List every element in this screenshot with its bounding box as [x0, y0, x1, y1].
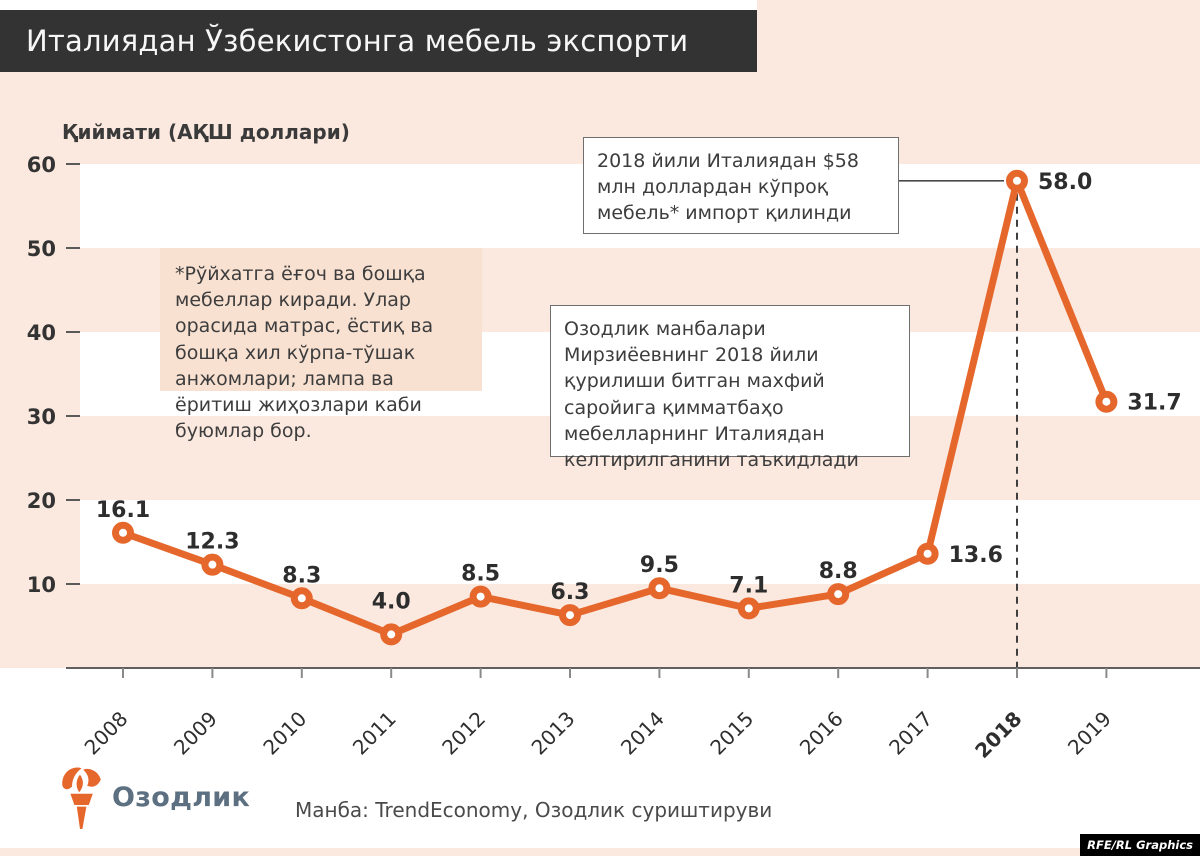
- value-label-2012: 8.5: [461, 562, 500, 587]
- data-point-2012: [469, 585, 492, 608]
- page-title: Италиядан Ўзбекистонга мебель экспорти: [26, 24, 689, 58]
- logo-text: Озодлик: [112, 781, 251, 813]
- ozodlik-logo: Озодлик: [56, 762, 250, 832]
- x-tick-label: 2010: [258, 707, 311, 760]
- x-tick-label: 2009: [169, 707, 222, 760]
- y-tick-label: 60: [27, 153, 56, 177]
- data-point-2010: [290, 587, 313, 610]
- value-label-2011: 4.0: [372, 589, 411, 614]
- annotation-source-note: Озодлик манбалари Мирзиёевнинг 2018 йили…: [550, 305, 910, 471]
- x-tick-label: 2012: [437, 707, 490, 760]
- source-line: Манба: TrendEconomy, Озодлик суриштируви: [295, 798, 773, 822]
- x-tick-label: 2015: [705, 707, 758, 760]
- annotation-footnote: *Рўйхатга ёғоч ва бошқа мебеллар киради.…: [160, 248, 482, 442]
- torch-icon: [62, 767, 101, 829]
- value-label-2017: 13.6: [949, 543, 1003, 568]
- footer-background: [0, 668, 1200, 848]
- credit-badge: RFE/RL Graphics: [1080, 834, 1200, 856]
- x-tick-label: 2018: [970, 707, 1026, 763]
- value-label-2010: 8.3: [282, 563, 321, 588]
- x-tick-label: 2011: [348, 707, 401, 760]
- x-tick-label: 2016: [795, 707, 848, 760]
- value-label-2013: 6.3: [551, 580, 590, 605]
- x-tick-label: 2017: [884, 707, 937, 760]
- x-tick-label: 2014: [616, 707, 669, 760]
- data-point-2008: [112, 521, 134, 544]
- data-point-2011: [380, 623, 403, 646]
- data-point-2013: [559, 604, 581, 627]
- y-axis-title: Қиймати (АҚШ доллари): [62, 120, 350, 144]
- data-point-2018: [1006, 169, 1028, 192]
- annotation-peak-note: 2018 йили Италиядан $58 млн доллардан кў…: [583, 137, 899, 234]
- x-tick-label: 2008: [80, 707, 133, 760]
- top-strip: [0, 0, 757, 10]
- title-bar: Италиядан Ўзбекистонга мебель экспорти: [0, 10, 757, 72]
- grid-band: [80, 500, 1200, 584]
- bottom-strip: [0, 848, 1200, 856]
- data-point-2017: [916, 542, 939, 565]
- value-label-2009: 12.3: [185, 530, 239, 555]
- data-line: [119, 177, 1110, 638]
- value-label-2008: 16.1: [96, 498, 150, 523]
- data-point-2019: [1095, 390, 1118, 413]
- y-tick-label: 10: [27, 573, 56, 597]
- x-tick-label: 2019: [1063, 707, 1116, 760]
- data-point-2014: [648, 577, 671, 600]
- value-label-2018: 58.0: [1038, 170, 1092, 195]
- data-point-2016: [827, 583, 850, 606]
- x-tick-label: 2013: [527, 707, 580, 760]
- y-tick-label: 20: [27, 489, 56, 513]
- value-label-2015: 7.1: [729, 573, 768, 598]
- y-tick-label: 30: [27, 405, 56, 429]
- data-point-2009: [201, 553, 224, 576]
- y-tick-label: 40: [27, 321, 56, 345]
- value-label-2016: 8.8: [819, 559, 858, 584]
- value-label-2019: 31.7: [1127, 391, 1181, 416]
- value-label-2014: 9.5: [640, 553, 679, 578]
- data-point-2015: [737, 597, 760, 620]
- y-tick-label: 50: [27, 237, 56, 261]
